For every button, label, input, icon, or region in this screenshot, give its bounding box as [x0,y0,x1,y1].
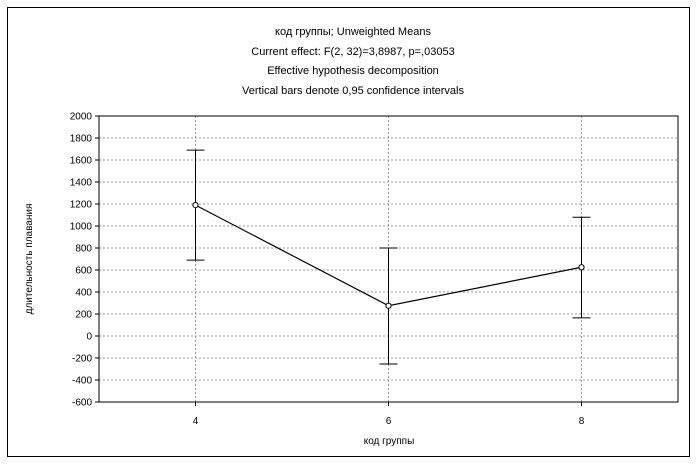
x-axis-label: код группы [364,436,415,447]
y-tick-label-10: 0 [86,332,92,343]
x-tick-label-0: 4 [193,416,199,427]
y-tick-label-7: 600 [75,266,92,277]
y-tick-label-0: 2000 [70,112,93,123]
y-tick-label-6: 800 [75,244,92,255]
y-tick-label-1: 1800 [70,134,93,145]
data-point-0 [192,202,199,209]
y-tick-label-12: -400 [72,376,92,387]
chart-title-block: код группы; Unweighted Means Current eff… [242,26,464,97]
chart-title-line-3: Effective hypothesis decomposition [267,65,439,77]
chart-svg: код группы; Unweighted Means Current eff… [24,26,679,447]
data-points [192,202,585,309]
chart-frame: код группы; Unweighted Means Current eff… [7,7,690,457]
chart-title-line-4: Vertical bars denote 0,95 confidence int… [242,85,464,97]
x-axis-ticks: 4 6 8 [193,402,585,427]
y-tick-label-3: 1400 [70,178,93,189]
x-tick-label-2: 8 [579,416,585,427]
y-tick-label-8: 400 [75,288,92,299]
y-tick-label-5: 1000 [70,222,93,233]
y-tick-label-9: 200 [75,310,92,321]
y-tick-label-2: 1600 [70,156,93,167]
y-tick-label-13: -600 [72,398,92,409]
chart-title-line-2: Current effect: F(2, 32)=3,8987, p=,0305… [251,46,454,58]
y-axis-label: длительность плавания [24,204,35,315]
y-tick-label-4: 1200 [70,200,93,211]
x-tick-label-1: 6 [386,416,392,427]
data-point-1 [385,302,392,309]
data-point-2 [578,264,585,271]
y-axis-ticks: 2000180016001400120010008006004002000-20… [70,112,99,409]
y-tick-label-11: -200 [72,354,92,365]
chart-title-line-1: код группы; Unweighted Means [275,26,431,38]
